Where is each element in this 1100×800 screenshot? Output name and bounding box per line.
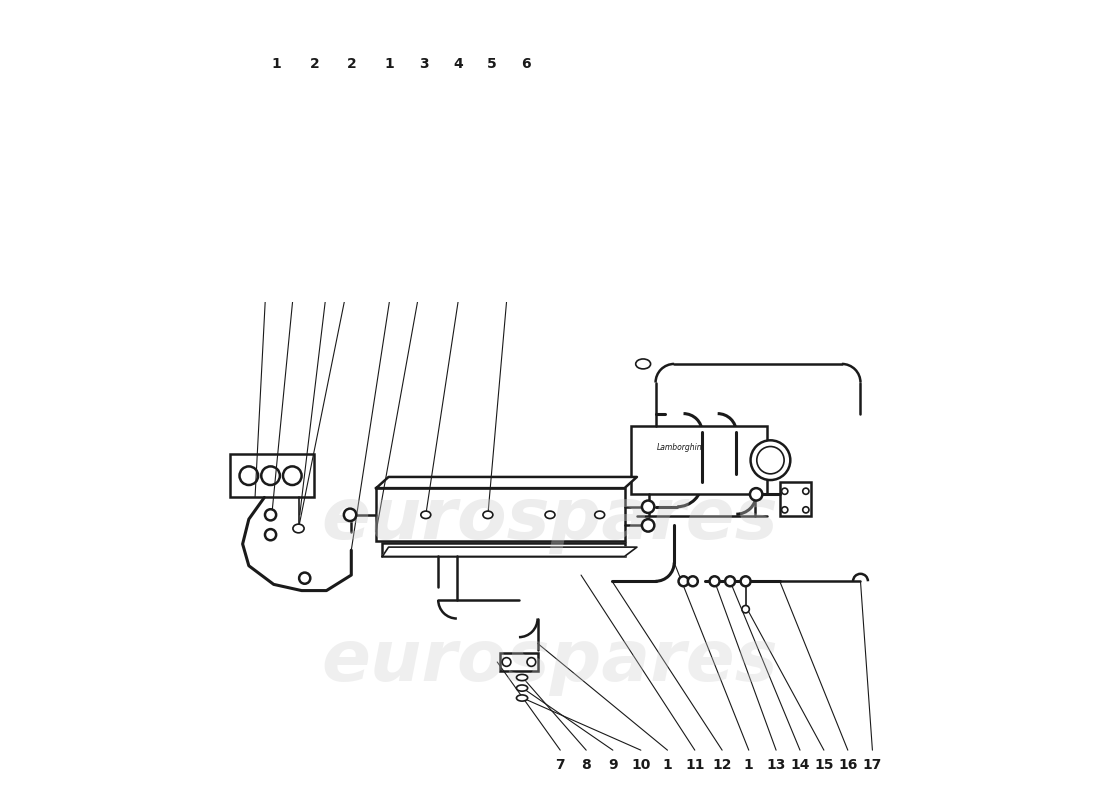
Text: 7: 7 bbox=[556, 758, 565, 772]
Text: 1: 1 bbox=[385, 57, 395, 71]
Ellipse shape bbox=[517, 685, 528, 691]
Bar bbox=[230, 454, 313, 498]
Ellipse shape bbox=[803, 488, 808, 494]
Ellipse shape bbox=[527, 658, 536, 666]
Polygon shape bbox=[376, 477, 637, 488]
Text: eurospares: eurospares bbox=[321, 627, 779, 697]
Ellipse shape bbox=[782, 506, 788, 513]
Text: 8: 8 bbox=[581, 758, 591, 772]
Ellipse shape bbox=[293, 524, 304, 533]
Ellipse shape bbox=[750, 440, 790, 480]
Bar bbox=[376, 488, 625, 541]
Ellipse shape bbox=[517, 674, 528, 681]
Ellipse shape bbox=[265, 510, 276, 521]
Text: 3: 3 bbox=[419, 57, 428, 71]
Ellipse shape bbox=[642, 519, 654, 531]
Ellipse shape bbox=[299, 573, 310, 584]
Text: 6: 6 bbox=[521, 57, 531, 71]
Text: 1: 1 bbox=[662, 758, 672, 772]
Ellipse shape bbox=[725, 576, 735, 586]
Text: 2: 2 bbox=[346, 57, 356, 71]
Text: Lamborghini: Lamborghini bbox=[657, 443, 704, 452]
Ellipse shape bbox=[710, 576, 719, 586]
Text: 9: 9 bbox=[608, 758, 618, 772]
Ellipse shape bbox=[265, 529, 276, 540]
Text: 2: 2 bbox=[309, 57, 319, 71]
Text: 14: 14 bbox=[790, 758, 810, 772]
Ellipse shape bbox=[750, 488, 762, 501]
Ellipse shape bbox=[483, 511, 493, 518]
Ellipse shape bbox=[688, 576, 697, 586]
Text: 10: 10 bbox=[631, 758, 650, 772]
Ellipse shape bbox=[517, 695, 528, 701]
Text: 16: 16 bbox=[838, 758, 858, 772]
Bar bbox=[383, 542, 625, 557]
Ellipse shape bbox=[740, 576, 750, 586]
Text: 15: 15 bbox=[814, 758, 834, 772]
Ellipse shape bbox=[741, 606, 749, 613]
Text: 11: 11 bbox=[685, 758, 705, 772]
Bar bbox=[500, 653, 538, 671]
Text: 13: 13 bbox=[767, 758, 785, 772]
Text: 5: 5 bbox=[487, 57, 497, 71]
Ellipse shape bbox=[595, 511, 605, 518]
Text: 4: 4 bbox=[453, 57, 463, 71]
Ellipse shape bbox=[636, 359, 650, 369]
Bar bbox=[630, 426, 768, 494]
Ellipse shape bbox=[544, 511, 556, 518]
Text: 17: 17 bbox=[862, 758, 882, 772]
Ellipse shape bbox=[642, 501, 654, 513]
Text: 12: 12 bbox=[713, 758, 732, 772]
Bar bbox=[780, 482, 811, 516]
Ellipse shape bbox=[803, 506, 808, 513]
Ellipse shape bbox=[757, 446, 784, 474]
Text: 1: 1 bbox=[744, 758, 754, 772]
Polygon shape bbox=[383, 547, 637, 557]
Text: 1: 1 bbox=[272, 57, 282, 71]
Ellipse shape bbox=[421, 511, 431, 518]
Ellipse shape bbox=[679, 576, 689, 586]
Ellipse shape bbox=[503, 658, 510, 666]
Ellipse shape bbox=[344, 509, 356, 521]
Text: eurospares: eurospares bbox=[321, 485, 779, 554]
Ellipse shape bbox=[782, 488, 788, 494]
